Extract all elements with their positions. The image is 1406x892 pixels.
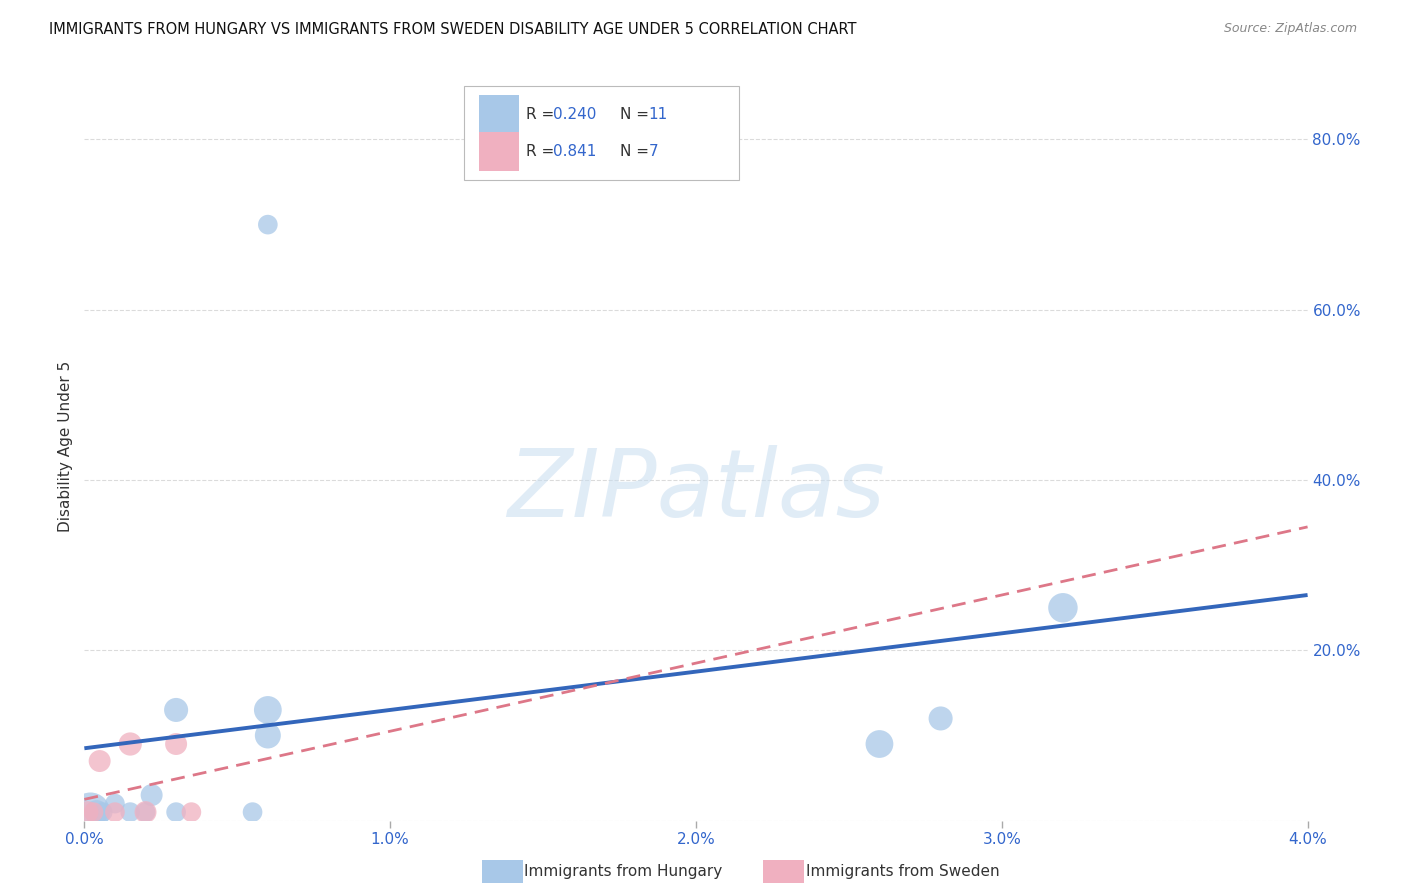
Point: [104, 805, 127, 819]
Text: IMMIGRANTS FROM HUNGARY VS IMMIGRANTS FROM SWEDEN DISABILITY AGE UNDER 5 CORRELA: IMMIGRANTS FROM HUNGARY VS IMMIGRANTS FR…: [49, 22, 856, 37]
Text: 7: 7: [648, 144, 658, 159]
Point: [79, 805, 101, 819]
Point: [86, 805, 108, 819]
Point: [135, 805, 157, 819]
Point: [165, 737, 187, 751]
Point: [141, 788, 163, 802]
Point: [135, 805, 157, 819]
Point: [165, 805, 187, 819]
Point: [104, 797, 127, 811]
Point: [1052, 600, 1074, 615]
Text: 0.841: 0.841: [553, 144, 596, 159]
Text: N =: N =: [620, 106, 654, 121]
Point: [83, 805, 105, 819]
FancyBboxPatch shape: [479, 132, 519, 171]
Point: [257, 218, 280, 232]
FancyBboxPatch shape: [464, 87, 738, 180]
Text: R =: R =: [526, 144, 560, 159]
Point: [89, 754, 111, 768]
Y-axis label: Disability Age Under 5: Disability Age Under 5: [58, 360, 73, 532]
Point: [257, 729, 280, 743]
Text: ZIPatlas: ZIPatlas: [508, 445, 884, 536]
Text: 11: 11: [648, 106, 668, 121]
Text: Immigrants from Hungary: Immigrants from Hungary: [524, 864, 723, 879]
Point: [165, 703, 187, 717]
Point: [180, 805, 202, 819]
FancyBboxPatch shape: [479, 95, 519, 134]
Text: 0.240: 0.240: [553, 106, 596, 121]
Point: [242, 805, 264, 819]
Text: Source: ZipAtlas.com: Source: ZipAtlas.com: [1223, 22, 1357, 36]
Text: R =: R =: [526, 106, 560, 121]
Point: [929, 711, 952, 725]
Point: [76, 805, 98, 819]
Text: Immigrants from Sweden: Immigrants from Sweden: [806, 864, 1000, 879]
Point: [869, 737, 891, 751]
Point: [120, 737, 142, 751]
Text: N =: N =: [620, 144, 654, 159]
Point: [91, 805, 114, 819]
Point: [120, 805, 142, 819]
Point: [257, 703, 280, 717]
